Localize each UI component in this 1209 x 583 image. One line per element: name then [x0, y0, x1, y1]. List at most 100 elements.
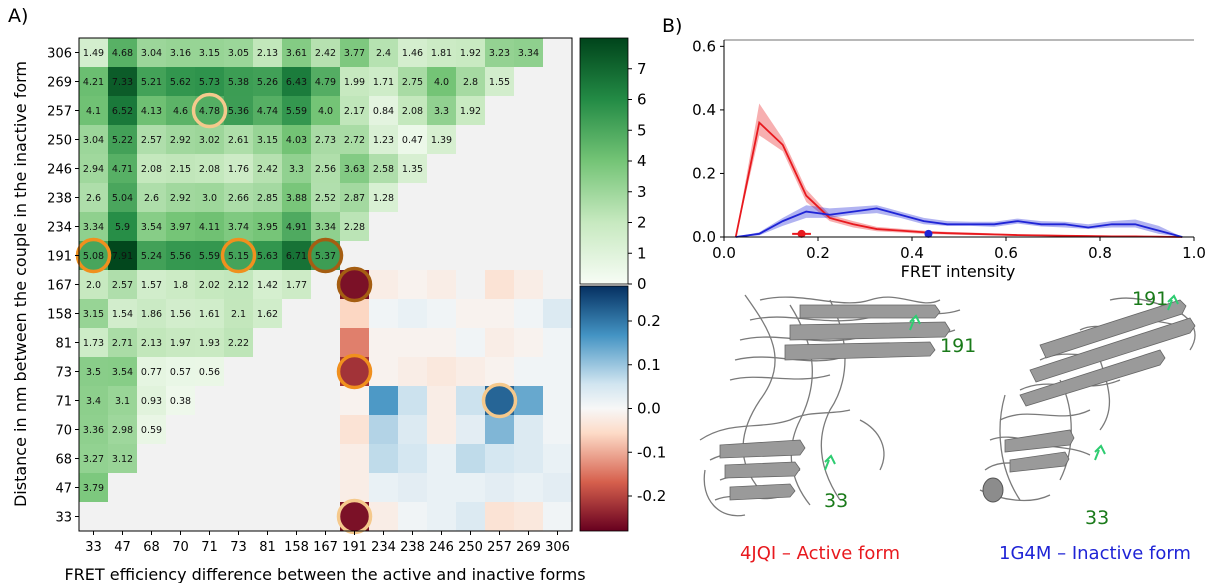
distance-cell — [108, 125, 137, 154]
distance-cell — [108, 154, 137, 183]
distance-value-label: 5.15 — [228, 251, 249, 262]
distance-cell — [282, 125, 311, 154]
distance-cell — [282, 183, 311, 212]
distance-cell — [195, 125, 224, 154]
distance-value-label: 2.75 — [402, 77, 423, 88]
difference-cell — [485, 357, 514, 386]
distance-value-label: 1.77 — [286, 280, 307, 291]
distance-value-label: 3.34 — [518, 48, 539, 59]
distance-value-label: 2.02 — [199, 280, 220, 291]
distance-value-label: 1.46 — [402, 48, 423, 59]
difference-cell — [456, 386, 485, 415]
distance-value-label: 1.42 — [257, 280, 278, 291]
distance-cell — [282, 38, 311, 67]
distance-cell — [79, 67, 108, 96]
distance-cell — [224, 38, 253, 67]
distance-value-label: 2.87 — [344, 193, 365, 204]
distance-cell — [108, 299, 137, 328]
distance-cell — [79, 357, 108, 386]
distance-cell — [108, 67, 137, 96]
distance-value-label: 3.15 — [257, 135, 278, 146]
y-tick-label: 73 — [55, 366, 72, 381]
distance-value-label: 2.1 — [231, 309, 246, 320]
distance-cell — [137, 154, 166, 183]
distance-cell — [398, 67, 427, 96]
x-tick-label: 257 — [487, 540, 512, 555]
highlight-circle — [336, 266, 373, 303]
x-tick-label: 234 — [371, 540, 396, 555]
distance-value-label: 3.16 — [170, 48, 191, 59]
distance-value-label: 4.1 — [86, 106, 101, 117]
distance-cell — [311, 38, 340, 67]
difference-cell — [514, 357, 543, 386]
distance-value-label: 2.52 — [315, 193, 336, 204]
distance-value-label: 2.57 — [141, 135, 162, 146]
distance-cell — [224, 299, 253, 328]
distance-cell — [79, 125, 108, 154]
chart-y-tick-label: 0.4 — [692, 101, 716, 119]
y-tick-label: 306 — [47, 47, 72, 62]
chart-x-tick-label: 1.0 — [1182, 244, 1206, 262]
distance-cell — [195, 357, 224, 386]
distance-cell — [398, 38, 427, 67]
distance-value-label: 3.74 — [228, 222, 249, 233]
distance-colorbar-tick-label: 5 — [637, 121, 647, 139]
distance-value-label: 3.54 — [141, 222, 162, 233]
distance-value-label: 1.35 — [402, 164, 423, 175]
difference-cell — [427, 328, 456, 357]
distance-value-label: 4.11 — [199, 222, 220, 233]
distance-cell — [79, 473, 108, 502]
distance-cell — [340, 67, 369, 96]
difference-cell — [340, 357, 369, 386]
distance-value-label: 2.12 — [228, 280, 249, 291]
distance-cell — [253, 299, 282, 328]
distance-cell — [253, 183, 282, 212]
distance-value-label: 3.3 — [289, 164, 304, 175]
difference-cell — [340, 502, 369, 531]
distance-cell — [224, 328, 253, 357]
residue-label-33-active: 33 — [824, 490, 848, 512]
distance-cell — [137, 386, 166, 415]
distance-value-label: 1.92 — [460, 106, 481, 117]
difference-cell — [398, 415, 427, 444]
difference-cell — [543, 473, 572, 502]
distance-cell — [340, 183, 369, 212]
residue-33-sticks-active — [824, 454, 836, 471]
distance-cell — [340, 125, 369, 154]
distance-cell — [108, 357, 137, 386]
x-tick-label: 81 — [259, 540, 276, 555]
distance-value-label: 5.56 — [170, 251, 191, 262]
distance-value-label: 6.52 — [112, 106, 133, 117]
distance-value-label: 3.4 — [86, 396, 101, 407]
difference-cell — [485, 270, 514, 299]
distance-cell — [253, 212, 282, 241]
difference-cell — [369, 444, 398, 473]
distance-cell — [108, 38, 137, 67]
distance-value-label: 3.15 — [83, 309, 104, 320]
difference-cell — [369, 328, 398, 357]
x-tick-label: 191 — [342, 540, 367, 555]
distance-value-label: 1.61 — [199, 309, 220, 320]
difference-cell — [543, 328, 572, 357]
distance-value-label: 0.56 — [199, 367, 220, 378]
distance-value-label: 1.54 — [112, 309, 133, 320]
distance-colorbar-tick-label: 2 — [637, 214, 647, 232]
x-tick-label: 70 — [172, 540, 189, 555]
distance-cell — [166, 96, 195, 125]
distance-cell — [166, 67, 195, 96]
distance-value-label: 6.43 — [286, 77, 307, 88]
distance-cell — [282, 270, 311, 299]
distance-cell — [253, 154, 282, 183]
distance-value-label: 2.13 — [257, 48, 278, 59]
distance-cell — [224, 154, 253, 183]
distance-cell — [79, 444, 108, 473]
distance-cell — [108, 328, 137, 357]
difference-cell — [398, 444, 427, 473]
residue-label-191-active: 191 — [940, 335, 976, 357]
distance-colorbar-tick-label: 7 — [637, 60, 647, 78]
distance-value-label: 0.59 — [141, 425, 162, 436]
distance-cell — [369, 96, 398, 125]
distance-value-label: 1.99 — [344, 77, 365, 88]
distance-cell — [137, 328, 166, 357]
difference-cell — [427, 386, 456, 415]
